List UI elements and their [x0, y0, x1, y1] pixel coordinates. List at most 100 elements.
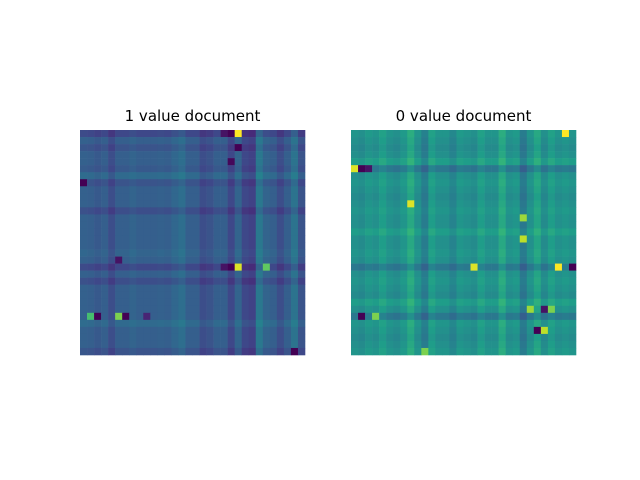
heatmap-cell [108, 333, 116, 342]
heatmap-cell [561, 221, 570, 229]
heatmap-cell [519, 193, 528, 201]
heatmap-cell [94, 221, 102, 229]
heatmap-cell [290, 165, 299, 173]
heatmap-cell [283, 228, 292, 236]
heatmap-cell [540, 151, 549, 159]
heatmap-cell [297, 305, 306, 314]
heatmap-cell [164, 326, 172, 335]
heatmap-cell [192, 200, 200, 208]
heatmap-cell [80, 256, 88, 264]
heatmap-cell [94, 312, 102, 321]
heatmap-cell [213, 144, 221, 152]
heatmap-cell [540, 137, 549, 145]
heatmap-cell [290, 347, 299, 356]
heatmap-cell [101, 158, 109, 166]
heatmap-cell [379, 326, 387, 335]
heatmap-cell [87, 305, 95, 314]
heatmap-cell [442, 340, 450, 349]
heatmap-cell [234, 207, 243, 215]
heatmap-cell [262, 270, 271, 278]
heatmap-cell [568, 137, 577, 145]
heatmap-cell [94, 333, 102, 342]
heatmap-cell [393, 172, 401, 180]
heatmap-cell [463, 165, 471, 173]
heatmap-cell [477, 340, 485, 349]
heatmap-cell [414, 319, 422, 328]
heatmap-cell [407, 249, 415, 257]
heatmap-cell [400, 165, 408, 173]
heatmap-cell [421, 179, 429, 187]
heatmap-cell [94, 214, 102, 222]
heatmap-cell [540, 312, 549, 321]
heatmap-cell [94, 298, 102, 307]
heatmap-cell [456, 179, 464, 187]
heatmap-cell [213, 333, 221, 342]
heatmap-cell [213, 151, 221, 159]
heatmap-cell [533, 151, 542, 159]
heatmap-cell [192, 207, 200, 215]
heatmap-cell [484, 298, 492, 307]
heatmap-cell [435, 256, 443, 264]
heatmap-cell [393, 333, 401, 342]
heatmap-cell [505, 165, 514, 173]
heatmap-cell [227, 249, 235, 257]
heatmap-cell [241, 144, 250, 152]
heatmap-cell [456, 193, 464, 201]
heatmap-cell [129, 179, 137, 187]
heatmap-cell [255, 207, 264, 215]
heatmap-cell [248, 137, 257, 145]
heatmap-cell [421, 172, 429, 180]
heatmap-cell [484, 319, 492, 328]
heatmap-cell [206, 256, 214, 264]
heatmap-cell [150, 193, 158, 201]
heatmap-cell [269, 249, 278, 257]
heatmap-cell [115, 277, 123, 285]
heatmap-cell [491, 221, 499, 229]
heatmap-cell [164, 340, 172, 349]
heatmap-cell [122, 144, 130, 152]
heatmap-cell [283, 333, 292, 342]
heatmap-cell [290, 200, 299, 208]
heatmap-cell [136, 158, 144, 166]
heatmap-cell [290, 214, 299, 222]
heatmap-cell [505, 179, 514, 187]
heatmap-cell [519, 137, 528, 145]
heatmap-cell [470, 270, 478, 278]
heatmap-cell [115, 228, 123, 236]
heatmap-cell [234, 179, 243, 187]
heatmap-cell [290, 242, 299, 250]
heatmap-cell [129, 144, 137, 152]
heatmap-cell [122, 291, 130, 300]
heatmap-cell [255, 263, 264, 271]
heatmap-cell [400, 284, 408, 293]
heatmap-cell [164, 221, 172, 229]
heatmap-cell [491, 165, 499, 173]
heatmap-cell [136, 326, 144, 335]
heatmap-cell [297, 214, 306, 222]
heatmap-cell [185, 333, 193, 342]
heatmap-cell [484, 144, 492, 152]
heatmap-cell [164, 270, 172, 278]
heatmap-cell [297, 326, 306, 335]
heatmap-cell [512, 179, 521, 187]
heatmap-cell [414, 193, 422, 201]
heatmap-cell [199, 256, 207, 264]
heatmap-cell [358, 340, 366, 349]
heatmap-cell [108, 284, 116, 293]
heatmap-cell [533, 193, 542, 201]
heatmap-cell [449, 249, 457, 257]
heatmap-cell [393, 137, 401, 145]
heatmap-cell [220, 291, 228, 300]
heatmap-cell [435, 193, 443, 201]
heatmap-cell [533, 214, 542, 222]
heatmap-cell [351, 242, 359, 250]
heatmap-cell [101, 298, 109, 307]
heatmap-cell [164, 228, 172, 236]
heatmap-cell [213, 137, 221, 145]
heatmap-cell [276, 200, 285, 208]
heatmap-cell [533, 340, 542, 349]
heatmap-cell [456, 151, 464, 159]
heatmap-cell [365, 221, 373, 229]
heatmap-cell [512, 151, 521, 159]
heatmap-cell [484, 284, 492, 293]
